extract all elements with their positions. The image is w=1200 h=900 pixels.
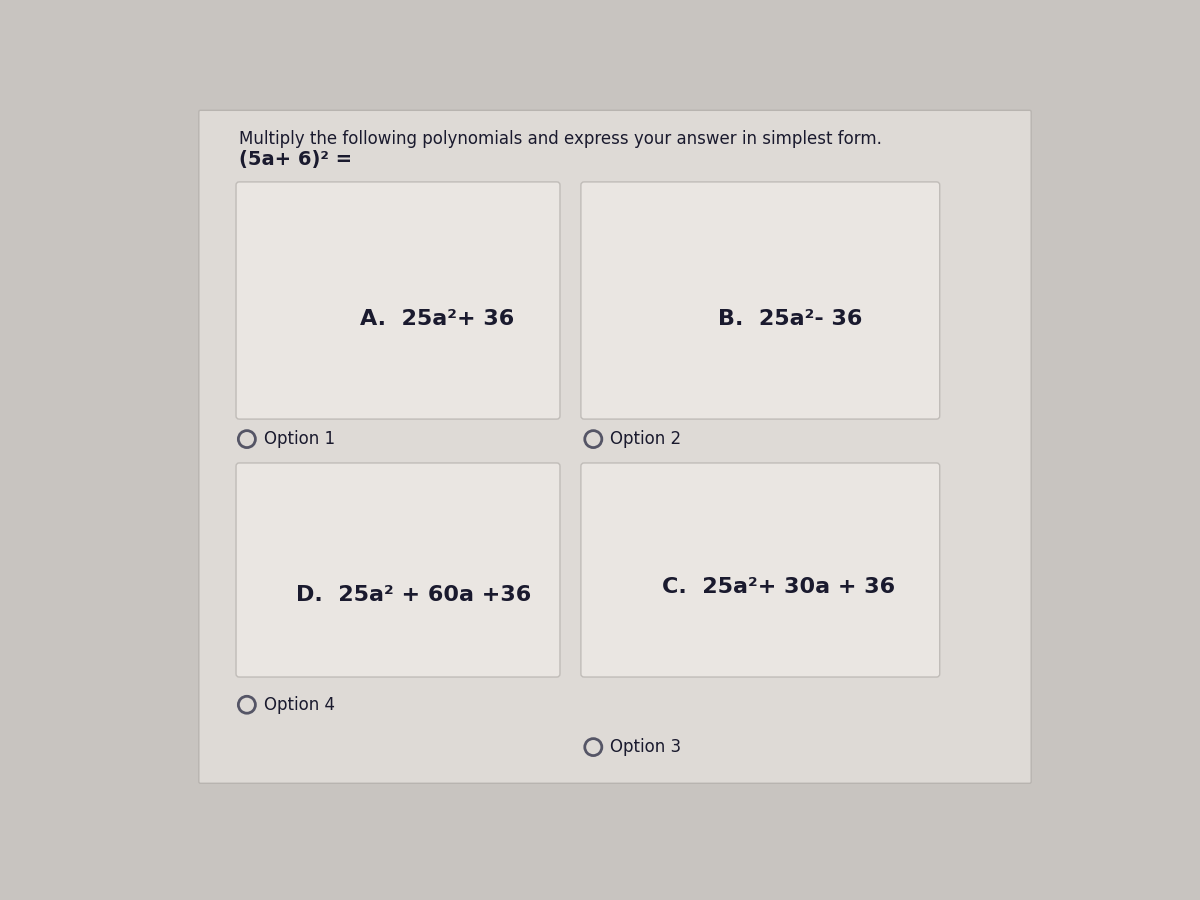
Text: Option 1: Option 1	[264, 430, 335, 448]
Text: D.  25a² + 60a +36: D. 25a² + 60a +36	[296, 585, 532, 605]
FancyBboxPatch shape	[199, 111, 1031, 783]
Text: Option 2: Option 2	[611, 430, 682, 448]
Text: Option 3: Option 3	[611, 738, 682, 756]
Text: (5a+ 6)² =: (5a+ 6)² =	[239, 150, 353, 169]
Text: A.  25a²+ 36: A. 25a²+ 36	[360, 309, 514, 329]
Text: Option 4: Option 4	[264, 696, 335, 714]
Text: Multiply the following polynomials and express your answer in simplest form.: Multiply the following polynomials and e…	[239, 130, 882, 148]
FancyBboxPatch shape	[581, 182, 940, 419]
FancyBboxPatch shape	[236, 463, 560, 677]
FancyBboxPatch shape	[581, 463, 940, 677]
Text: B.  25a²- 36: B. 25a²- 36	[718, 309, 863, 329]
Text: C.  25a²+ 30a + 36: C. 25a²+ 30a + 36	[661, 577, 895, 597]
FancyBboxPatch shape	[236, 182, 560, 419]
